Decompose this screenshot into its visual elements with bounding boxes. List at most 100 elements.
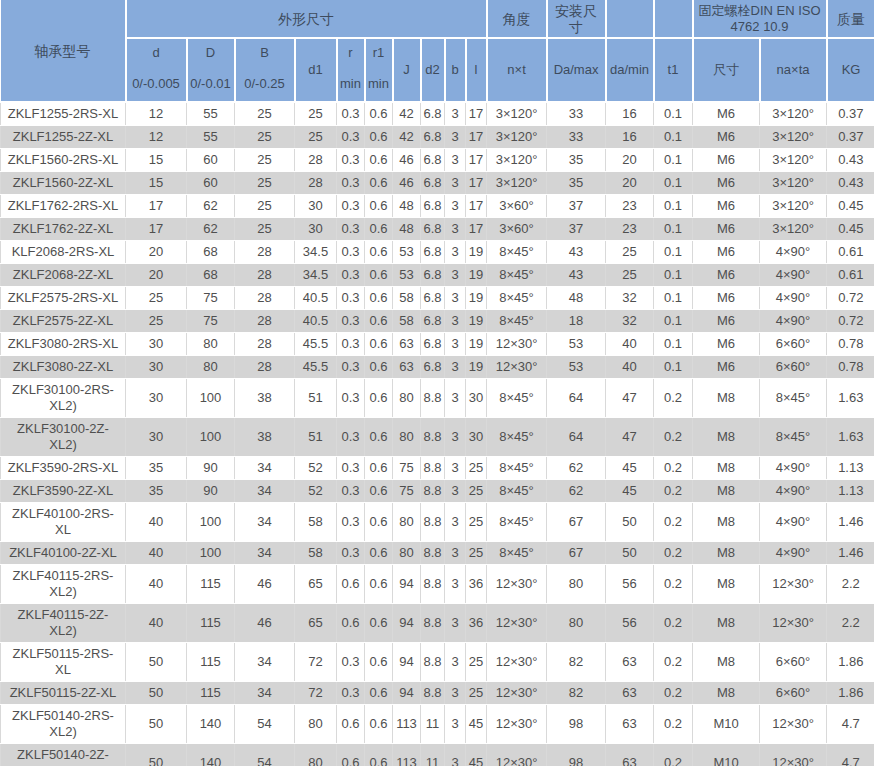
value-cell: M6 [693,218,760,241]
value-cell: 0.6 [365,172,393,195]
value-cell: 4×90° [760,480,827,503]
header-group-row: 轴承型号 外形尺寸 角度 安装尺寸 固定螺栓DIN EN ISO 4762 10… [1,0,874,38]
value-cell: 17 [466,126,487,149]
bearing-model-cell: ZKLF1255-2Z-XL [1,126,126,149]
value-cell: 25 [466,503,487,542]
value-cell: 33 [547,126,606,149]
col-header-D: D0/-0.01 [187,38,235,102]
value-cell: 6.8 [421,126,445,149]
value-cell: 46 [235,604,295,643]
value-cell: 30 [126,379,187,418]
table-row: ZKLF2575-2Z-XL25752840.50.30.6586.83198×… [1,310,874,333]
col-header-J: J [393,38,421,102]
value-cell: M8 [693,682,760,705]
value-cell: 23 [606,195,654,218]
value-cell: 0.2 [654,542,693,565]
value-cell: M6 [693,356,760,379]
value-cell: 0.6 [365,218,393,241]
value-cell: 0.78 [827,333,874,356]
value-cell: 8.8 [421,503,445,542]
value-cell: 50 [126,744,187,766]
value-cell: 3 [445,333,466,356]
value-cell: 28 [235,356,295,379]
value-cell: 80 [187,333,235,356]
value-cell: 46 [235,565,295,604]
value-cell: 3 [445,379,466,418]
col-header-bearing-model: 轴承型号 [1,0,126,102]
col-header-d: d0/-0.005 [126,38,187,102]
value-cell: 1.46 [827,542,874,565]
value-cell: 115 [187,682,235,705]
value-cell: 32 [606,310,654,333]
value-cell: M6 [693,126,760,149]
bearing-spec-table: 轴承型号 外形尺寸 角度 安装尺寸 固定螺栓DIN EN ISO 4762 10… [0,0,874,766]
value-cell: 80 [547,565,606,604]
value-cell: 0.61 [827,264,874,287]
value-cell: 8.8 [421,480,445,503]
value-cell: 0.43 [827,149,874,172]
value-cell: 28 [235,310,295,333]
value-cell: 53 [547,333,606,356]
value-cell: 25 [126,287,187,310]
value-cell: 0.1 [654,356,693,379]
value-cell: 65 [295,565,337,604]
value-cell: 63 [606,643,654,682]
value-cell: 30 [466,418,487,457]
bearing-model-cell: ZKLF50115-2Z-XL [1,682,126,705]
value-cell: 32 [606,287,654,310]
value-cell: 100 [187,379,235,418]
value-cell: 75 [393,457,421,480]
value-cell: 12×30° [487,333,547,356]
value-cell: 45 [606,457,654,480]
value-cell: 2.2 [827,565,874,604]
value-cell: 3×120° [487,102,547,126]
value-cell: 8.8 [421,643,445,682]
value-cell: 19 [466,287,487,310]
value-cell: 30 [126,356,187,379]
value-cell: 4×90° [760,287,827,310]
value-cell: 0.6 [337,705,365,744]
value-cell: 12×30° [487,682,547,705]
value-cell: 48 [393,195,421,218]
value-cell: 4×90° [760,310,827,333]
value-cell: 8×45° [487,379,547,418]
value-cell: 34 [235,682,295,705]
value-cell: 45 [606,480,654,503]
value-cell: 90 [187,457,235,480]
value-cell: 0.1 [654,218,693,241]
value-cell: 34 [235,503,295,542]
group-header-angle: 角度 [487,0,547,38]
value-cell: 0.3 [337,480,365,503]
value-cell: 68 [187,264,235,287]
value-cell: 75 [187,287,235,310]
value-cell: 12×30° [760,705,827,744]
value-cell: 19 [466,264,487,287]
value-cell: 1.13 [827,457,874,480]
value-cell: 3×120° [487,172,547,195]
value-cell: M6 [693,310,760,333]
value-cell: 12×30° [487,565,547,604]
value-cell: 8×45° [487,480,547,503]
value-cell: 3×120° [487,126,547,149]
value-cell: 82 [547,643,606,682]
value-cell: 25 [606,241,654,264]
value-cell: 0.2 [654,643,693,682]
value-cell: 115 [187,565,235,604]
value-cell: 6.8 [421,218,445,241]
value-cell: 12 [126,126,187,149]
value-cell: 140 [187,705,235,744]
value-cell: 1.63 [827,418,874,457]
bearing-model-cell: ZKLF3080-2Z-XL [1,356,126,379]
value-cell: 80 [295,744,337,766]
value-cell: 0.6 [365,682,393,705]
value-cell: 72 [295,643,337,682]
value-cell: 45 [466,744,487,766]
col-header-l: l [466,38,487,102]
value-cell: 0.3 [337,503,365,542]
value-cell: 6×60° [760,682,827,705]
empty-header-cell [654,0,693,38]
value-cell: 60 [187,172,235,195]
value-cell: 45 [466,705,487,744]
value-cell: 3×120° [760,126,827,149]
bearing-model-cell: ZKLF1255-2RS-XL [1,102,126,126]
